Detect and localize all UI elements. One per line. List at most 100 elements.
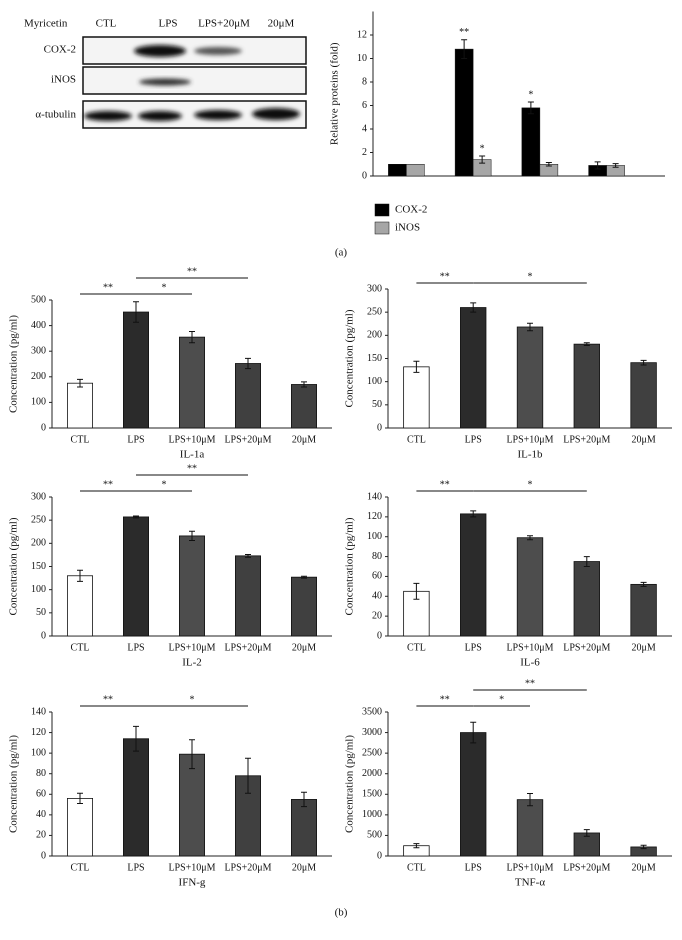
error-bar [245, 757, 251, 794]
comparison-label: ** [440, 479, 450, 490]
legend-swatch [374, 221, 390, 235]
x-tick-label: LPS+10μM [506, 862, 553, 873]
bar [460, 732, 487, 857]
y-tick-label: 0 [362, 170, 367, 181]
y-axis-label: Concentration (pg/ml) [8, 735, 20, 833]
x-tick-label: CTL [71, 862, 90, 873]
bar [234, 555, 261, 637]
error-bar [301, 381, 307, 388]
bar [123, 738, 150, 857]
error-bar [301, 575, 307, 579]
y-tick-label: 500 [31, 294, 46, 305]
bar [178, 753, 205, 857]
comparison-label: ** [103, 282, 113, 293]
panel-label: (a) [335, 247, 348, 259]
significance-label: ** [459, 27, 469, 38]
x-tick-label: 20μM [292, 434, 316, 445]
y-tick-label: 150 [367, 353, 382, 364]
x-tick-label: 20μM [631, 434, 655, 445]
x-axis-label: IL-1b [517, 449, 543, 461]
error-bar [640, 844, 647, 850]
error-bar [470, 510, 477, 518]
significance-label: * [528, 89, 533, 100]
x-tick-label: LPS+20μM [224, 434, 271, 445]
y-tick-label: 12 [357, 29, 367, 40]
x-axis-label: TNF-α [515, 877, 545, 889]
error-bar [133, 515, 139, 519]
row-label: COX-2 [44, 44, 76, 56]
error-bar [527, 535, 533, 541]
blot-band [134, 45, 186, 57]
y-tick-label: 200 [31, 538, 46, 549]
comparison-label: * [190, 694, 195, 705]
bar [388, 164, 407, 177]
bar [521, 107, 541, 177]
comparison-label: ** [103, 479, 113, 490]
y-tick-label: 120 [31, 727, 46, 738]
bar [290, 384, 317, 429]
x-tick-label: LPS+20μM [224, 862, 271, 873]
y-tick-label: 1000 [362, 809, 382, 820]
y-tick-label: 60 [372, 571, 382, 582]
y-tick-label: 100 [31, 747, 46, 758]
bar [290, 576, 317, 637]
comparison-label: ** [440, 694, 450, 705]
error-bar [583, 829, 590, 837]
y-axis-label: Concentration (pg/ml) [344, 517, 356, 615]
error-bar [640, 581, 647, 587]
blot-strip [82, 66, 307, 95]
y-tick-label: 40 [36, 809, 46, 820]
bar [178, 336, 205, 429]
y-tick-label: 20 [372, 610, 382, 621]
comparison-label: * [162, 479, 167, 490]
bar [234, 363, 261, 429]
x-tick-label: LPS+10μM [168, 862, 215, 873]
error-bar [245, 357, 251, 370]
y-tick-label: 10 [357, 53, 367, 64]
y-tick-label: 3000 [362, 727, 382, 738]
legend-label: iNOS [395, 222, 420, 234]
comparison-label: * [499, 694, 504, 705]
comparison-label: * [162, 282, 167, 293]
y-tick-label: 50 [36, 607, 46, 618]
y-tick-label: 250 [367, 306, 382, 317]
y-tick-label: 140 [367, 491, 382, 502]
panel-label: (b) [335, 907, 348, 919]
error-bar [640, 359, 647, 366]
error-bar [77, 378, 83, 388]
legend-swatch [374, 203, 390, 217]
x-tick-label: LPS+10μM [168, 642, 215, 653]
bar [630, 583, 657, 637]
y-tick-label: 20 [36, 830, 46, 841]
x-tick-label: LPS [465, 434, 482, 445]
y-tick-label: 300 [31, 345, 46, 356]
x-tick-label: CTL [71, 642, 90, 653]
error-bar [189, 330, 195, 344]
bar [67, 798, 94, 857]
x-axis-label: IFN-g [179, 877, 206, 889]
y-tick-label: 0 [377, 422, 382, 433]
bar [630, 362, 657, 429]
error-bar [612, 163, 619, 168]
error-bar [527, 322, 533, 332]
error-bar [413, 360, 420, 373]
comparison-label: ** [103, 694, 113, 705]
y-tick-label: 40 [372, 591, 382, 602]
x-tick-label: LPS [465, 862, 482, 873]
x-tick-label: 20μM [292, 642, 316, 653]
y-tick-label: 0 [377, 630, 382, 641]
error-bar [527, 101, 534, 115]
error-bar [594, 161, 601, 170]
y-tick-label: 150 [31, 561, 46, 572]
blot-band [252, 108, 300, 120]
comparison-label: * [528, 479, 533, 490]
x-tick-label: LPS [127, 862, 144, 873]
error-bar [545, 161, 552, 167]
y-tick-label: 400 [31, 320, 46, 331]
x-tick-label: LPS+10μM [168, 434, 215, 445]
y-tick-label: 100 [31, 397, 46, 408]
comparison-label: ** [187, 463, 197, 474]
x-tick-label: CTL [71, 434, 90, 445]
error-bar [413, 843, 420, 849]
